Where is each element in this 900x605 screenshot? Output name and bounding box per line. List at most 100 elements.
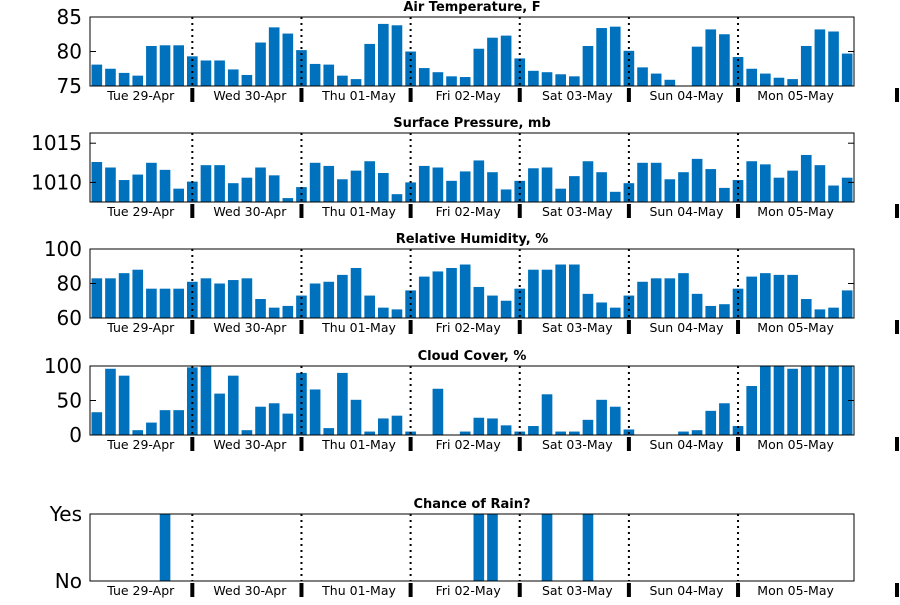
data-bar	[200, 366, 212, 435]
y-tick-label: 85	[57, 5, 82, 29]
data-bar	[678, 172, 689, 202]
data-bar	[91, 162, 103, 202]
data-bar	[828, 366, 839, 435]
data-bar	[241, 74, 253, 86]
data-bar	[678, 431, 689, 435]
data-bar	[364, 161, 375, 202]
data-bar	[118, 72, 130, 86]
data-bar	[773, 77, 785, 86]
data-bar	[364, 43, 375, 86]
data-bar	[459, 431, 471, 435]
data-bar	[841, 290, 853, 318]
data-bar	[773, 177, 785, 202]
data-bar	[241, 278, 253, 318]
data-bar	[337, 75, 348, 86]
data-bar	[705, 410, 717, 435]
data-bar	[323, 281, 335, 318]
data-bar	[623, 183, 635, 202]
data-bar	[732, 426, 744, 435]
data-bar	[705, 29, 717, 87]
x-tick-label: Thu 01-May	[321, 583, 396, 598]
data-bar	[609, 307, 621, 318]
data-bar	[173, 188, 184, 202]
data-bar	[227, 69, 239, 86]
data-bar	[337, 179, 348, 202]
data-bar	[528, 426, 539, 435]
data-bar	[691, 430, 703, 435]
x-tick-label: Mon 05-May	[757, 320, 834, 335]
y-tick-label: 1015	[31, 131, 82, 155]
data-bar	[487, 418, 498, 435]
data-bar	[200, 278, 212, 318]
data-bar	[746, 276, 757, 318]
data-bar	[596, 302, 607, 318]
x-tick-label: Tue 29-Apr	[106, 437, 175, 452]
data-bar	[268, 175, 280, 202]
data-bar	[378, 307, 389, 318]
x-tick-label: Thu 01-May	[321, 204, 396, 219]
data-bar	[800, 45, 812, 86]
data-bar	[91, 278, 103, 318]
data-bar	[650, 162, 662, 202]
chart-panel-relative_humidity: Relative Humidity, % 60 80 100 Tue 29-Apr Wed…	[44, 232, 899, 335]
data-bar	[637, 67, 648, 86]
data-bar	[746, 68, 757, 86]
data-bar	[255, 42, 266, 86]
y-tick-label: Yes	[49, 502, 82, 526]
data-bar	[800, 299, 812, 318]
data-bar	[719, 304, 730, 318]
chart-title: Chance of Rain?	[413, 497, 530, 512]
data-bar	[637, 281, 648, 318]
data-bar	[500, 425, 512, 435]
x-tick-label: Mon 05-May	[757, 437, 834, 452]
x-tick-label: Tue 29-Apr	[106, 320, 175, 335]
data-bar	[555, 264, 566, 318]
y-tick-label: 0	[69, 423, 82, 447]
data-bar	[282, 305, 294, 318]
data-bar	[691, 46, 703, 86]
y-tick-label: 100	[44, 354, 82, 378]
data-bar	[91, 412, 103, 435]
data-bar	[118, 180, 130, 202]
data-bar	[459, 77, 471, 86]
data-bar	[541, 514, 553, 581]
data-bar	[623, 50, 635, 86]
chart-title: Air Temperature, F	[403, 0, 540, 15]
data-bar	[146, 45, 157, 86]
data-bar	[255, 406, 266, 435]
data-bar	[227, 280, 239, 318]
data-bar	[732, 180, 744, 202]
data-bar	[214, 283, 225, 318]
x-tick-label: Sun 04-May	[649, 583, 724, 598]
data-bar	[528, 269, 539, 318]
x-tick-label: Wed 30-Apr	[213, 204, 287, 219]
data-bar	[541, 72, 553, 86]
data-bar	[309, 283, 321, 318]
data-bar	[787, 170, 798, 202]
data-bar	[596, 172, 607, 202]
data-bar	[446, 267, 457, 318]
chart-panel-cloud_cover: Cloud Cover, % 0 50 100 Tue 29-Apr Wed 30-Apr…	[44, 349, 899, 452]
x-tick-label: Fri 02-May	[436, 320, 502, 335]
data-bar	[787, 274, 798, 319]
data-bar	[159, 45, 171, 86]
data-bar	[541, 269, 553, 318]
data-bar	[132, 430, 144, 435]
data-bar	[214, 393, 225, 435]
data-bar	[159, 288, 171, 318]
data-bar	[773, 274, 785, 319]
y-tick-label: 80	[57, 272, 82, 296]
data-bar	[405, 182, 416, 202]
x-tick-label: Mon 05-May	[757, 204, 834, 219]
data-bar	[705, 169, 717, 202]
data-bar	[159, 514, 171, 581]
y-tick-label: 100	[44, 237, 82, 261]
data-bar	[664, 79, 676, 86]
data-bar	[678, 273, 689, 318]
data-bar	[555, 74, 566, 86]
chart-panel-air_temperature: Air Temperature, F 75 80 85 Tue 29-Apr Wed 30…	[57, 0, 899, 103]
data-bar	[746, 386, 757, 435]
data-bar	[760, 73, 771, 86]
data-bar	[378, 23, 389, 86]
